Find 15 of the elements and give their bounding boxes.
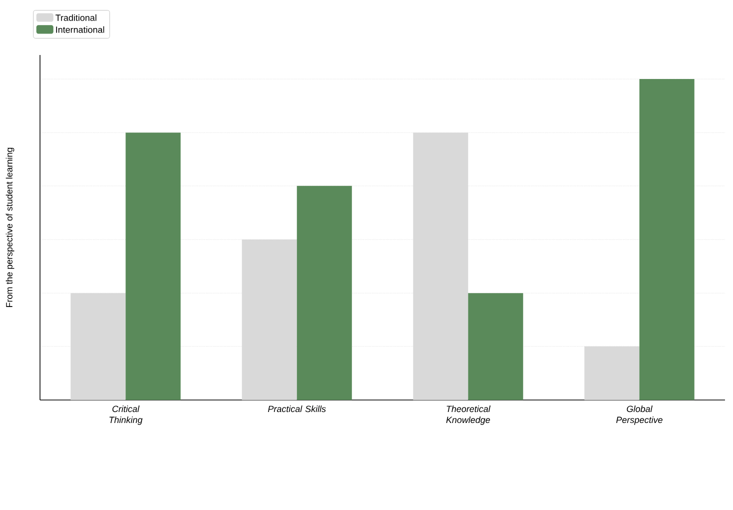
legend-label: International — [56, 26, 104, 33]
x-tick-label: Critical Thinking — [110, 406, 142, 425]
bar — [639, 79, 694, 400]
bar — [126, 132, 181, 400]
x-tick-label: Practical Skills — [268, 406, 326, 412]
bar — [70, 293, 126, 400]
bar — [413, 132, 468, 400]
legend-label: Traditional — [56, 14, 96, 21]
y-axis-title: From the perspective of student learning — [6, 148, 14, 307]
bar — [242, 240, 297, 400]
bar — [584, 346, 640, 400]
bar — [296, 186, 352, 400]
x-tick-label: Global Perspective — [616, 406, 662, 425]
x-tick-label: Theoretical Knowledge — [446, 406, 490, 425]
bar — [468, 293, 524, 400]
